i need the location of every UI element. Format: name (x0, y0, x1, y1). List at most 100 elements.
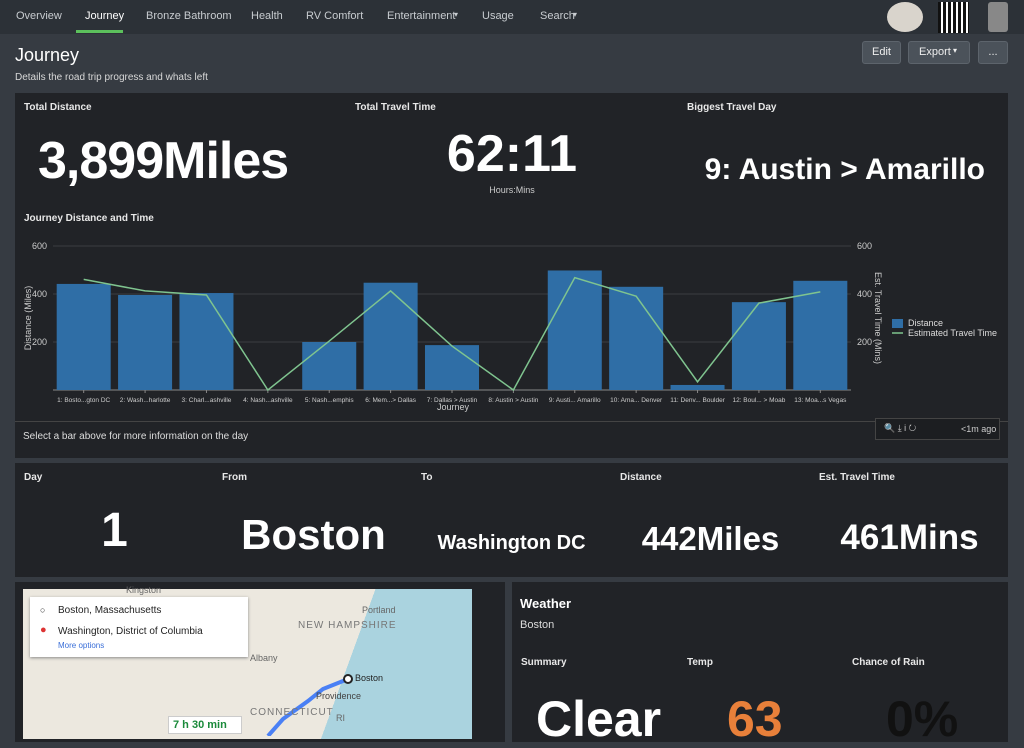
map-place: CONNECTICUT (250, 707, 334, 718)
nav-item[interactable]: Journey (85, 10, 125, 22)
more-button[interactable]: ... (978, 41, 1008, 64)
qr-code (938, 2, 969, 33)
day-header: To (421, 472, 433, 483)
x-tick-label: 1: Bosto...gton DC (57, 397, 110, 404)
stat-label: Total Travel Time (355, 102, 436, 113)
y-tick-label: 200 (32, 337, 47, 347)
nav-item[interactable]: Search (540, 10, 575, 22)
stat-value: 3,899Miles (38, 131, 289, 191)
x-tick-label: 6: Mem...> Dallas (365, 397, 417, 404)
day-panel (15, 463, 1008, 577)
day-value: 442Miles (611, 520, 810, 558)
map-place: Kingston (126, 585, 162, 595)
x-tick-label: 12: Boul... > Moab (732, 397, 785, 404)
x-tick-label: 4: Nash...ashville (243, 397, 293, 404)
day-header: From (222, 472, 247, 483)
export-button[interactable]: Export (908, 41, 970, 64)
duration: 7 h 30 min (173, 719, 227, 731)
day-number: 461 (840, 518, 899, 557)
dropdown-caret: ▾ (953, 46, 958, 55)
stat-value: 62:11 (446, 125, 578, 183)
bar (302, 342, 357, 390)
chart-toolbar (875, 418, 1000, 440)
route-layer (266, 674, 353, 736)
x-tick-label: 11: Denv... Boulder (670, 397, 726, 404)
dropdown-caret: ▾ (573, 10, 578, 19)
bar (793, 280, 848, 390)
day-value: 461Mins (810, 518, 1009, 558)
weather-header: Summary (521, 657, 567, 668)
stat-caption: Hours:Mins (489, 185, 535, 195)
weather-title: Weather (520, 596, 572, 611)
stat-label: Total Distance (24, 102, 92, 113)
y2-tick-label: 600 (857, 241, 872, 251)
toolbar-icons[interactable]: 🔍 ⤓ i ↻ (884, 423, 917, 433)
edit-button[interactable]: Edit (862, 41, 901, 64)
bar (179, 293, 234, 390)
weather-value: 0% (886, 691, 959, 747)
chart: Journey Distance and Time Journey Distan… (23, 213, 997, 412)
origin: ○ (40, 605, 46, 615)
day-unit: Miles (696, 520, 780, 557)
bar (547, 270, 602, 390)
map-place: Boston (355, 673, 384, 683)
weather-header: Temp (687, 657, 713, 668)
stat-unit: Miles (163, 132, 289, 190)
nav-item[interactable]: Overview (16, 10, 62, 22)
legend-label: Distance (908, 318, 943, 328)
divider (15, 421, 1008, 422)
directions-box (30, 597, 248, 657)
duration-badge: 7 h 30 min (168, 716, 242, 734)
day-header: Day (24, 472, 43, 483)
day-value: Boston (241, 511, 386, 558)
x-tick-label: 10: Ama... Denver (610, 397, 663, 404)
x-tick-label: 8: Austin > Austin (488, 397, 538, 404)
bar (609, 286, 664, 390)
chart-title: Journey Distance and Time (24, 213, 154, 224)
y-axis-label: Distance (Miles) (23, 286, 33, 351)
bar (363, 282, 418, 390)
map-place: Providence (316, 691, 362, 701)
active-tab-indicator (76, 30, 123, 33)
route (266, 677, 349, 736)
weather-value: Clear (536, 691, 662, 747)
nav-item[interactable]: Entertainment (387, 10, 456, 22)
weather-header: Chance of Rain (852, 657, 925, 668)
line (83, 276, 821, 392)
legend-swatch (892, 319, 903, 328)
nav-item[interactable]: Bronze Bathroom (146, 10, 232, 22)
day-number: 442 (641, 520, 697, 557)
x-tick-label: 7: Dallas > Austin (427, 397, 478, 404)
bar (56, 283, 111, 390)
bar (670, 384, 725, 390)
map-place: Portland (362, 605, 396, 615)
stat-number: 3,899 (38, 132, 164, 190)
map-place: Albany (250, 653, 278, 663)
nav-item[interactable]: Health (251, 10, 283, 22)
destination-pin: ● (40, 624, 47, 636)
dropdown-caret: ▾ (454, 10, 459, 19)
bar (118, 294, 173, 390)
summary-panel (15, 93, 1008, 458)
day-header: Distance (620, 472, 662, 483)
x-tick-label: 3: Charl...ashville (182, 397, 232, 404)
nav-item[interactable]: RV Comfort (306, 10, 364, 22)
map-place: NEW HAMPSHIRE (298, 620, 397, 631)
x-axis-label: Journey (437, 402, 470, 412)
y-tick-label: 400 (32, 289, 47, 299)
x-tick-label: 13: Moa...s Vegas (794, 397, 847, 404)
day-unit: Mins (898, 518, 979, 557)
y2-axis-label: Est. Travel Time (Mins) (873, 272, 883, 364)
nav-bar (0, 0, 1024, 34)
x-tick-label: 9: Austi... Amarillo (549, 397, 601, 404)
stat-label: Biggest Travel Day (687, 102, 777, 113)
route-start (343, 674, 353, 684)
nav-item[interactable]: Usage (482, 10, 514, 22)
logo (887, 2, 923, 32)
page-description: Details the road trip progress and whats… (15, 72, 208, 83)
bar (731, 302, 786, 390)
more-options-link[interactable]: More options (58, 641, 105, 650)
x-tick-label: 2: Wash...harlotte (120, 397, 171, 404)
legend-label: Estimated Travel Time (908, 328, 997, 338)
